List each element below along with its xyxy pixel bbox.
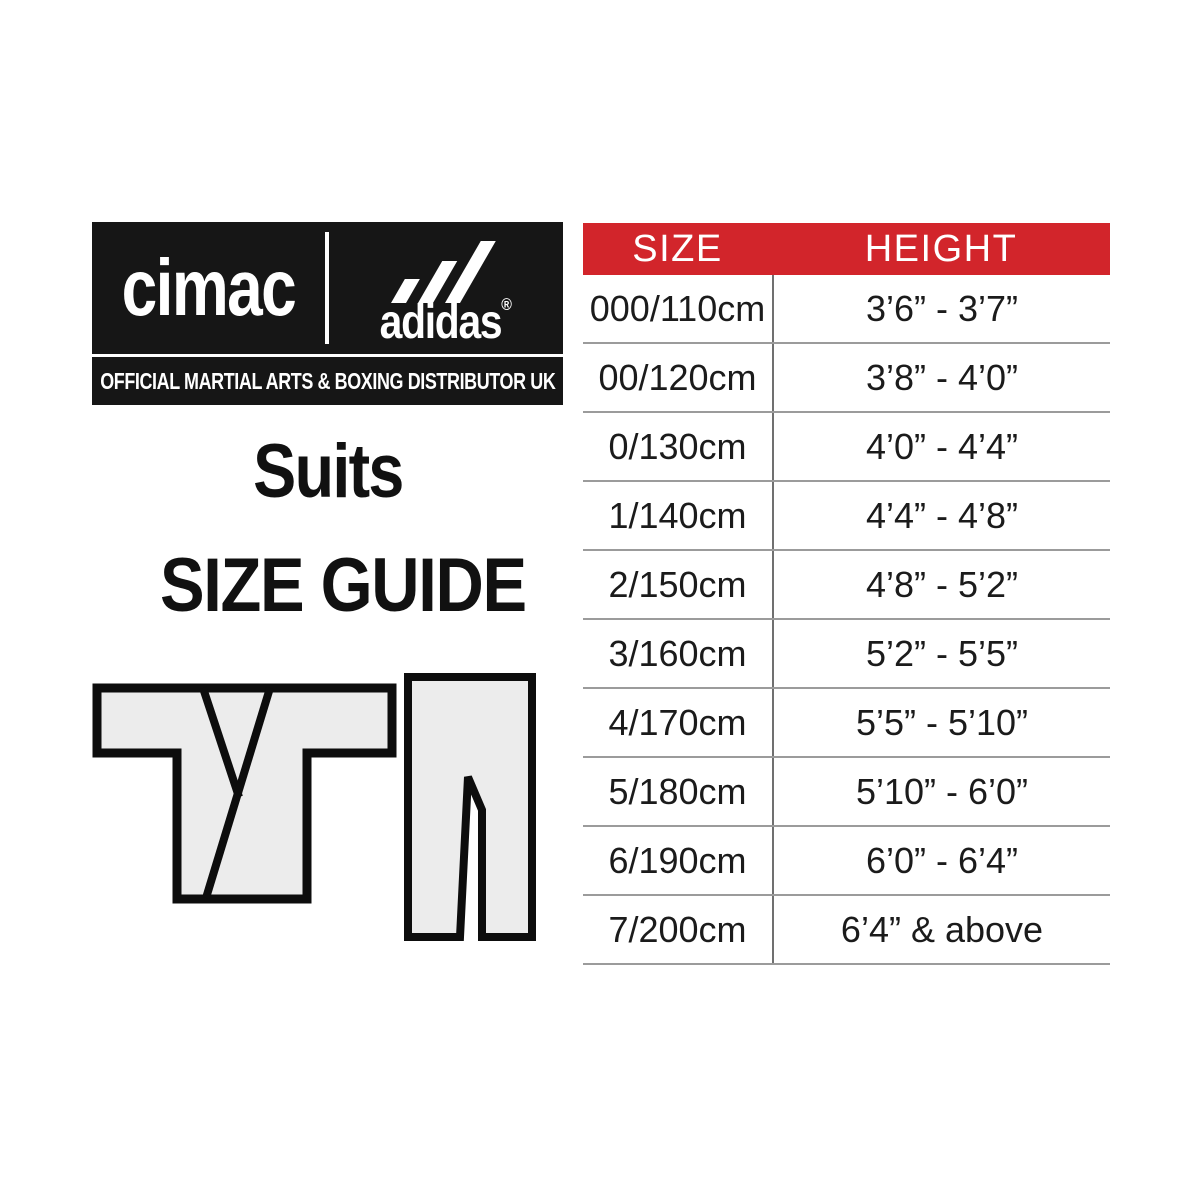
adidas-wordmark: adidas® <box>329 296 563 347</box>
height-cell: 3’8” - 4’0” <box>772 344 1110 411</box>
pants-icon <box>404 673 536 941</box>
height-cell: 5’2” - 5’5” <box>772 620 1110 687</box>
height-cell: 5’5” - 5’10” <box>772 689 1110 756</box>
adidas-logo: adidas® <box>329 222 563 354</box>
height-cell: 4’8” - 5’2” <box>772 551 1110 618</box>
table-row: 1/140cm 4’4” - 4’8” <box>583 482 1110 551</box>
tagline-text: OFFICIAL MARTIAL ARTS & BOXING DISTRIBUT… <box>99 367 556 394</box>
logo-divider <box>325 232 329 344</box>
adidas-stripes-icon <box>391 241 496 303</box>
table-row: 3/160cm 5’2” - 5’5” <box>583 620 1110 689</box>
table-header-row: SIZE HEIGHT <box>583 223 1110 275</box>
cimac-logo: cimac <box>92 222 325 354</box>
size-cell: 0/130cm <box>608 425 747 467</box>
height-cell: 4’0” - 4’4” <box>772 413 1110 480</box>
size-guide-title: SIZE GUIDE <box>159 543 527 628</box>
size-cell: 1/140cm <box>608 494 747 536</box>
cimac-wordmark: cimac <box>121 243 297 332</box>
size-cell: 3/160cm <box>608 632 747 674</box>
height-cell: 3’6” - 3’7” <box>772 275 1110 342</box>
size-cell: 2/150cm <box>608 563 747 605</box>
size-cell: 000/110cm <box>589 287 766 329</box>
size-cell: 4/170cm <box>608 701 747 743</box>
jacket-icon <box>92 683 397 904</box>
brand-banner: cimac adidas® <box>92 222 563 354</box>
table-row: 5/180cm 5’10” - 6’0” <box>583 758 1110 827</box>
table-row: 000/110cm 3’6” - 3’7” <box>583 275 1110 344</box>
tagline-bar: OFFICIAL MARTIAL ARTS & BOXING DISTRIBUT… <box>92 357 563 405</box>
size-cell: 00/120cm <box>598 356 757 398</box>
table-row: 00/120cm 3’8” - 4’0” <box>583 344 1110 413</box>
table-row: 6/190cm 6’0” - 6’4” <box>583 827 1110 896</box>
table-row: 7/200cm 6’4” & above <box>583 896 1110 965</box>
registered-mark-icon: ® <box>501 295 513 314</box>
adidas-label: adidas <box>379 296 503 349</box>
height-cell: 6’4” & above <box>772 896 1110 963</box>
height-cell: 5’10” - 6’0” <box>772 758 1110 825</box>
height-cell: 6’0” - 6’4” <box>772 827 1110 894</box>
size-cell: 5/180cm <box>608 770 747 812</box>
table-row: 0/130cm 4’0” - 4’4” <box>583 413 1110 482</box>
table-body: 000/110cm 3’6” - 3’7” 00/120cm 3’8” - 4’… <box>583 275 1110 965</box>
column-header-size: SIZE <box>632 227 723 270</box>
size-cell: 7/200cm <box>608 908 747 950</box>
column-header-height: HEIGHT <box>864 227 1018 270</box>
garment-drawings <box>92 673 536 941</box>
product-title: Suits <box>252 429 404 514</box>
table-row: 4/170cm 5’5” - 5’10” <box>583 689 1110 758</box>
size-cell: 6/190cm <box>608 839 747 881</box>
size-table: SIZE HEIGHT 000/110cm 3’6” - 3’7” 00/120… <box>583 223 1110 965</box>
table-row: 2/150cm 4’8” - 5’2” <box>583 551 1110 620</box>
height-cell: 4’4” - 4’8” <box>772 482 1110 549</box>
